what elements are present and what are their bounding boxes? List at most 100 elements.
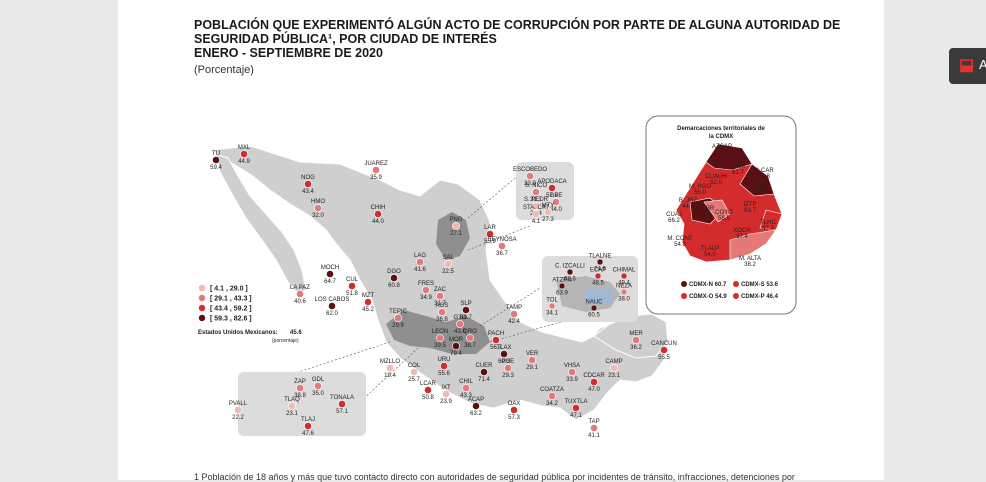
city-name: REYNOSA	[487, 237, 516, 243]
city-value: 62.0	[326, 311, 338, 317]
footnote: 1 Población de 18 años y más que tuvo co…	[194, 472, 795, 482]
city-name: TLAX	[496, 345, 511, 351]
city-value: 22.5	[442, 269, 454, 275]
city-nog: NOG 43.4	[301, 175, 315, 195]
zone-label: CDMX-S 53.6	[741, 282, 779, 288]
city-tlaq: TLAQ 23.1	[284, 397, 300, 417]
city-name: CUER	[475, 363, 493, 369]
valle-name: ATZPN	[552, 278, 571, 284]
zone-swatch	[681, 281, 687, 287]
city-coatza: COATZA 34.2	[540, 387, 564, 407]
valle-value: 49.4	[618, 281, 630, 287]
city-zac: ZAC 31.7	[434, 287, 447, 307]
city-marker	[296, 290, 304, 298]
city-marker	[314, 204, 322, 212]
city-name: VER	[526, 351, 539, 357]
city-value: 38.8	[294, 393, 306, 399]
valle-value: 74.6	[594, 267, 606, 273]
pdf-icon: ⬓	[959, 57, 975, 74]
city-name: TUXTLA	[564, 399, 587, 405]
city-marker	[436, 292, 444, 300]
city-value: 38.7	[464, 343, 476, 349]
district-value: 37.4	[736, 234, 748, 240]
city-name: TONALA	[330, 395, 354, 401]
city-marker	[372, 166, 380, 174]
valle-marker	[566, 268, 574, 276]
city-name: MZT	[362, 293, 375, 299]
district-value: 23.1	[698, 212, 710, 218]
city-name: TEPIC	[389, 309, 407, 315]
city-name: CANCUN	[651, 341, 677, 347]
city-la-paz: LA PAZ 40.6	[290, 285, 310, 305]
national-value: 45.6	[290, 330, 302, 336]
district-value: 44.3	[682, 204, 694, 210]
city-marker	[390, 274, 398, 282]
city-marker	[444, 260, 452, 268]
valle-name: ECAP	[590, 268, 606, 274]
city-qro: QRO 38.7	[463, 329, 477, 349]
city-marker	[314, 382, 322, 390]
zone-label: CDMX-N 60.7	[689, 282, 727, 288]
city-name: SLP	[460, 301, 471, 307]
city-marker	[572, 404, 580, 412]
valle-name: TLALNE	[589, 254, 612, 260]
city-name: COATZA	[540, 387, 564, 393]
city-name: S. PEDR	[524, 197, 549, 203]
city-marker	[348, 282, 356, 290]
pdf-tool-button[interactable]: ⬓ A	[949, 48, 986, 84]
valle-value: 48.5	[592, 281, 604, 287]
city-name: CDCAR	[583, 373, 605, 379]
legend-swatch-2	[198, 294, 206, 302]
district-value: 58.5	[718, 216, 730, 222]
city-name: TLAQ	[284, 397, 300, 403]
city-value: 57.3	[508, 415, 520, 421]
city-value: 36.2	[630, 345, 642, 351]
city-marker	[436, 334, 444, 342]
valle-chimal: CHIMAL 49.4	[613, 268, 636, 287]
city-value: 33.9	[566, 377, 578, 383]
valle-marker	[558, 282, 566, 290]
valle-name: NEZA	[616, 284, 632, 290]
city-marker	[472, 402, 480, 410]
zone-cdmx-p: CDMX-P 46.4	[733, 293, 779, 300]
city-name: MTY	[542, 203, 555, 209]
city-name: QRO	[463, 329, 477, 335]
city-juarez: JUAREZ 35.9	[364, 161, 388, 181]
city-name: LA PAZ	[290, 285, 310, 291]
city-ver: VER 29.1	[526, 351, 539, 371]
city-value: 57.5	[546, 193, 558, 199]
title-line-2: SEGURIDAD PÚBLICA¹, POR CIUDAD DE INTERÉ…	[194, 32, 497, 46]
zone-cdmx-o: CDMX-O 54.9	[681, 293, 727, 300]
city-mzt: MZT 45.2	[362, 293, 375, 313]
city-tamp: TAMP 42.4	[506, 305, 522, 325]
city-marker	[532, 188, 540, 196]
legend-swatch-4	[198, 314, 206, 322]
city-marker	[304, 422, 312, 430]
city-value: 41.1	[588, 433, 600, 439]
city-value: 29.3	[502, 373, 514, 379]
city-marker	[424, 386, 432, 394]
city-ags: AGS 36.8	[436, 303, 449, 323]
city-marker	[548, 184, 556, 192]
city-tlaj: TLAJ 47.6	[301, 417, 315, 437]
city-tonala: TONALA 57.1	[330, 395, 354, 415]
valle-name: CHIMAL	[613, 268, 636, 274]
city-value: 51.8	[346, 291, 358, 297]
city-value: 44.9	[238, 159, 250, 165]
city-vhsa: VHSA 33.9	[564, 363, 580, 383]
city-value: 39.5	[434, 343, 446, 349]
city-name: S. NICO	[525, 183, 548, 189]
city-marker	[440, 362, 448, 370]
city-marker	[240, 150, 248, 158]
city-acap: ACAP 63.2	[468, 397, 484, 417]
city-marker	[452, 342, 460, 350]
city-marker	[500, 350, 508, 358]
city-sal: SAL 22.5	[442, 255, 454, 275]
